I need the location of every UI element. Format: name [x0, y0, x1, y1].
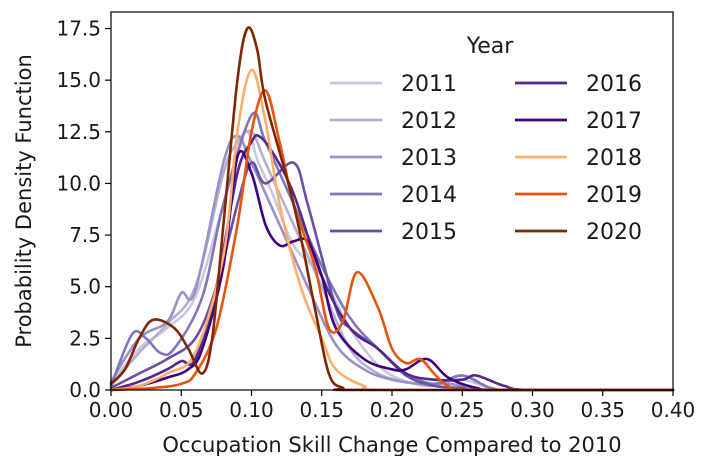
- legend-label-2017: 2017: [586, 109, 642, 134]
- x-tick-label: 0.35: [580, 398, 625, 422]
- legend-label-2015: 2015: [401, 220, 457, 245]
- x-tick-label: 0.10: [229, 398, 274, 422]
- y-tick-label: 2.5: [69, 326, 101, 350]
- legend-label-2011: 2011: [401, 72, 457, 97]
- plot-lines: [109, 26, 675, 392]
- x-tick-label: 0.40: [651, 398, 696, 422]
- series-line-2013: [109, 134, 675, 392]
- x-tick-label: 0.05: [159, 398, 204, 422]
- legend-label-2019: 2019: [586, 183, 642, 208]
- legend-label-2012: 2012: [401, 109, 457, 134]
- y-tick-label: 12.5: [56, 120, 101, 144]
- series-line-2018: [109, 68, 675, 392]
- x-tick-label: 0.15: [299, 398, 344, 422]
- series-line-2020: [109, 26, 675, 392]
- legend-label-2013: 2013: [401, 146, 457, 171]
- y-axis-label: Probability Density Function: [12, 54, 36, 348]
- y-tick-label: 10.0: [56, 171, 101, 195]
- legend-label-2018: 2018: [586, 146, 642, 171]
- legend-title: Year: [466, 34, 515, 59]
- y-tick-label: 0.0: [69, 378, 101, 402]
- legend-label-2014: 2014: [401, 183, 457, 208]
- y-tick-label: 5.0: [69, 275, 101, 299]
- axis-ticks: 0.00 0.05 0.10 0.15 0.20 0.25 0.30 0.35 0.40 0.0 2…: [56, 17, 695, 422]
- y-tick-label: 15.0: [56, 68, 101, 92]
- x-axis-label: Occupation Skill Change Compared to 2010: [162, 433, 621, 456]
- x-tick-label: 0.00: [89, 398, 134, 422]
- legend: Year 2011 2012 2013 2014 2015 2016 2017 2018 201…: [330, 34, 642, 245]
- x-tick-label: 0.20: [370, 398, 415, 422]
- y-tick-label: 7.5: [69, 223, 101, 247]
- legend-label-2016: 2016: [586, 72, 642, 97]
- legend-label-2020: 2020: [586, 220, 642, 245]
- y-tick-label: 17.5: [56, 17, 101, 41]
- x-tick-label: 0.30: [510, 398, 555, 422]
- x-tick-label: 0.25: [440, 398, 485, 422]
